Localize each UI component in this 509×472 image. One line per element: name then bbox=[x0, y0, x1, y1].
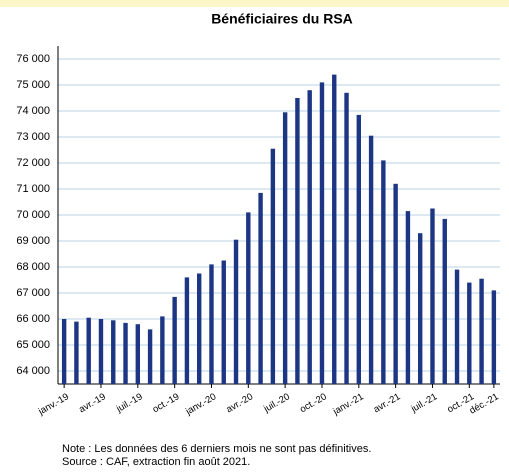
bar bbox=[344, 92, 349, 385]
bar bbox=[233, 239, 239, 384]
bar bbox=[430, 208, 435, 384]
bar bbox=[123, 322, 128, 384]
x-tick-label: juil.-20 bbox=[261, 391, 292, 415]
bar bbox=[442, 218, 447, 384]
bar bbox=[74, 321, 79, 384]
y-tick-label: 64 000 bbox=[16, 365, 50, 377]
y-tick-label: 74 000 bbox=[16, 105, 50, 117]
bar bbox=[111, 320, 116, 384]
bar bbox=[479, 278, 484, 384]
chart-title: Bénéficiaires du RSA bbox=[211, 11, 353, 27]
x-tick-label: avr.-20 bbox=[224, 391, 255, 415]
y-tick-label: 66 000 bbox=[16, 313, 50, 325]
bar bbox=[221, 260, 226, 384]
bar bbox=[98, 319, 104, 384]
source: Source : CAF, extraction fin août 2021. bbox=[62, 456, 250, 468]
note: Note : Les données des 6 derniers mois n… bbox=[62, 443, 371, 455]
x-tick-label: janv.-19 bbox=[36, 391, 71, 418]
y-tick-label: 68 000 bbox=[16, 261, 50, 273]
x-tick-label: juil.-19 bbox=[114, 391, 145, 415]
x-tick-label: janv.-21 bbox=[331, 391, 366, 418]
y-tick-label: 73 000 bbox=[16, 131, 50, 143]
bar bbox=[172, 296, 177, 384]
bar bbox=[356, 114, 362, 385]
y-tick-label: 72 000 bbox=[16, 157, 50, 169]
y-tick-label: 71 000 bbox=[16, 183, 50, 195]
bar bbox=[160, 316, 165, 384]
bar bbox=[319, 82, 325, 385]
bar bbox=[184, 277, 190, 384]
top-band bbox=[0, 0, 509, 7]
bar bbox=[467, 282, 472, 384]
bar bbox=[381, 160, 386, 384]
bar bbox=[307, 90, 312, 384]
bar bbox=[491, 290, 497, 384]
x-tick-label: avr.-21 bbox=[372, 391, 403, 415]
bar bbox=[246, 212, 251, 384]
bar bbox=[270, 148, 276, 384]
x-tick-label: oct.-19 bbox=[151, 391, 182, 415]
bar bbox=[417, 233, 423, 384]
y-tick-label: 76 000 bbox=[16, 53, 50, 65]
bar bbox=[295, 98, 300, 384]
bar bbox=[209, 264, 214, 384]
bar bbox=[368, 135, 374, 384]
y-tick-label: 67 000 bbox=[16, 287, 50, 299]
y-tick-label: 75 000 bbox=[16, 79, 50, 91]
x-tick-label: avr.-19 bbox=[77, 391, 108, 415]
bar bbox=[393, 183, 398, 384]
bar bbox=[282, 112, 288, 385]
y-tick-label: 65 000 bbox=[16, 339, 50, 351]
y-tick-label: 70 000 bbox=[16, 209, 50, 221]
bar bbox=[147, 329, 153, 384]
bar bbox=[135, 324, 141, 384]
y-tick-label: 69 000 bbox=[16, 235, 50, 247]
bar bbox=[454, 269, 460, 384]
bar bbox=[405, 211, 411, 384]
x-tick-label: oct.-20 bbox=[298, 391, 329, 415]
bar bbox=[86, 317, 91, 384]
x-tick-label: juil.-21 bbox=[409, 391, 440, 415]
bar bbox=[61, 319, 67, 384]
bar bbox=[196, 273, 202, 384]
bar bbox=[332, 74, 337, 384]
x-tick-label: janv.-20 bbox=[183, 391, 218, 418]
bar bbox=[258, 192, 263, 384]
